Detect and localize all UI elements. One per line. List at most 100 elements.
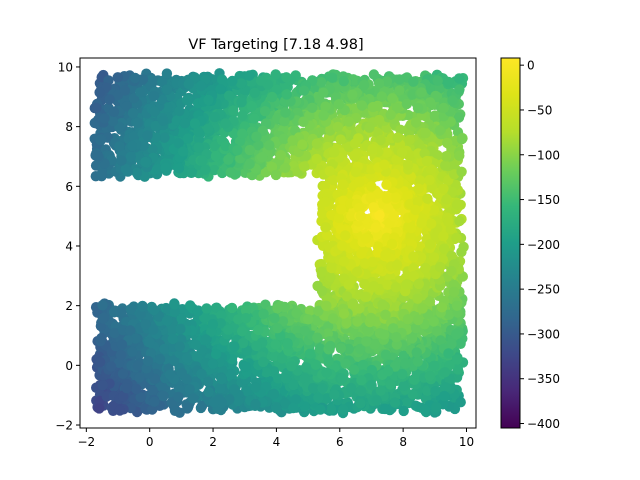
scatter-point: [317, 383, 328, 394]
scatter-point: [242, 386, 253, 397]
scatter-point: [304, 305, 316, 316]
scatter-point: [430, 231, 441, 242]
scatter-point: [197, 155, 208, 166]
scatter-point: [244, 70, 255, 81]
scatter-point: [169, 355, 180, 366]
scatter-point: [281, 89, 292, 100]
scatter-point: [135, 87, 146, 98]
scatter-point: [216, 373, 227, 385]
scatter-point: [316, 266, 327, 277]
scatter-point: [408, 270, 419, 282]
scatter-point: [366, 379, 377, 391]
scatter-point: [304, 348, 316, 359]
scatter-point: [415, 252, 427, 263]
scatter-point: [97, 380, 108, 391]
scatter-point: [410, 117, 422, 128]
scatter-point: [207, 319, 219, 330]
scatter-point: [281, 72, 292, 83]
scatter-point: [275, 150, 287, 161]
scatter-point: [116, 339, 128, 350]
scatter-point: [440, 382, 451, 393]
scatter-point: [447, 95, 458, 106]
scatter-point: [353, 202, 365, 214]
scatter-point: [428, 252, 440, 263]
scatter-point: [412, 293, 423, 304]
scatter-point: [365, 312, 377, 324]
scatter-point: [125, 325, 136, 336]
scatter-point: [209, 111, 220, 123]
scatter-point: [268, 388, 280, 400]
scatter-point: [227, 75, 238, 87]
scatter-point: [380, 349, 392, 360]
scatter-point: [355, 210, 366, 222]
scatter-point: [371, 395, 382, 406]
scatter-point: [375, 385, 386, 396]
scatter-point: [222, 324, 234, 335]
scatter-point: [226, 302, 238, 314]
scatter-point: [158, 390, 169, 402]
scatter-point: [416, 218, 427, 229]
scatter-point: [434, 125, 446, 136]
scatter-point: [321, 367, 332, 378]
scatter-point: [345, 382, 357, 394]
scatter-point: [370, 222, 381, 233]
scatter-point: [249, 87, 260, 99]
scatter-point: [338, 404, 349, 415]
scatter-point: [431, 325, 442, 337]
scatter-point: [381, 76, 393, 87]
scatter-point: [298, 116, 309, 127]
scatter-point: [189, 118, 201, 129]
scatter-point: [232, 145, 243, 156]
scatter-point: [365, 192, 376, 204]
scatter-point: [148, 304, 160, 316]
scatter-point: [316, 285, 328, 297]
scatter-point: [132, 117, 143, 129]
scatter-point: [183, 78, 194, 90]
scatter-point: [430, 386, 441, 397]
scatter-point: [211, 302, 222, 313]
scatter-point: [327, 174, 339, 186]
scatter-point: [195, 80, 207, 92]
scatter-point: [401, 279, 412, 290]
scatter-point: [401, 98, 412, 110]
scatter-point: [104, 94, 115, 105]
scatter-point: [349, 138, 361, 149]
scatter-point: [337, 179, 349, 190]
scatter-point: [385, 379, 396, 390]
scatter-point: [196, 368, 207, 380]
scatter-point: [236, 97, 247, 108]
scatter-point: [424, 370, 435, 382]
scatter-point: [171, 115, 182, 127]
scatter-point: [443, 76, 454, 88]
scatter-point: [150, 120, 161, 132]
scatter-point: [322, 328, 334, 339]
scatter-point: [121, 101, 133, 112]
scatter-point: [154, 354, 166, 365]
scatter-point: [140, 319, 151, 330]
scatter-point: [173, 163, 185, 174]
scatter-point: [400, 358, 411, 369]
scatter-point: [343, 279, 354, 290]
scatter-point: [311, 153, 322, 165]
scatter-point: [401, 397, 412, 408]
scatter-point: [383, 203, 394, 214]
scatter-point: [439, 367, 451, 378]
scatter-point: [280, 162, 291, 173]
scatter-point: [428, 316, 439, 327]
scatter-point: [115, 349, 127, 361]
scatter-point: [313, 305, 324, 317]
scatter-point: [413, 183, 424, 194]
scatter-point: [199, 312, 210, 323]
scatter-point: [432, 75, 443, 86]
scatter-point: [424, 296, 436, 307]
scatter-point: [253, 140, 264, 151]
scatter-point: [361, 336, 372, 347]
scatter-point: [453, 112, 465, 123]
scatter-point: [333, 99, 345, 110]
scatter-point: [202, 376, 214, 387]
scatter-point: [99, 113, 110, 124]
scatter-point: [116, 306, 128, 317]
scatter-point: [235, 78, 247, 89]
scatter-point: [405, 222, 417, 234]
scatter-point: [332, 121, 344, 133]
